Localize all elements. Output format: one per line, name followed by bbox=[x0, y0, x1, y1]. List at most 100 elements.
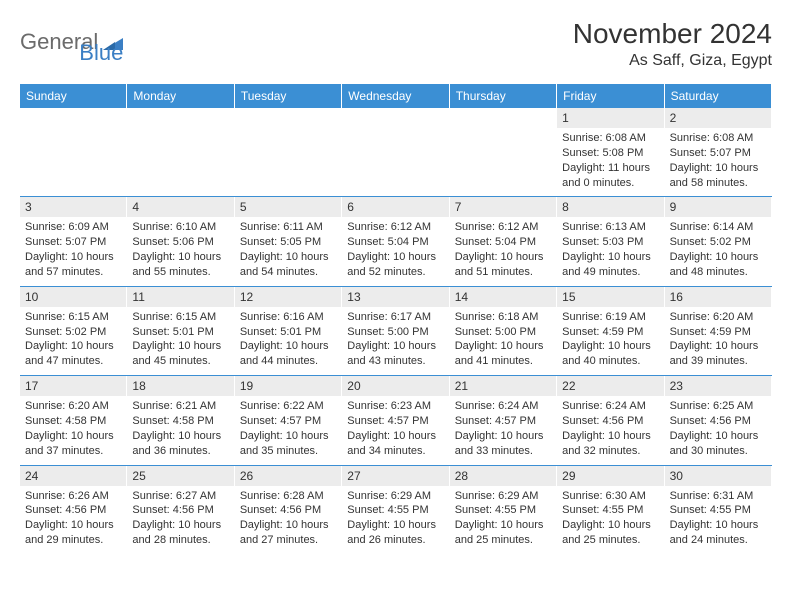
day-number: 25 bbox=[127, 466, 233, 486]
day-info: Sunrise: 6:11 AMSunset: 5:05 PMDaylight:… bbox=[235, 220, 341, 279]
day-number: 28 bbox=[450, 466, 556, 486]
day-number: 11 bbox=[127, 287, 233, 307]
weekday-header: Sunday bbox=[20, 84, 127, 108]
day-number: 2 bbox=[665, 108, 771, 128]
calendar-day: 16 Sunrise: 6:20 AMSunset: 4:59 PMDayligh… bbox=[665, 287, 772, 375]
calendar-day: 7 Sunrise: 6:12 AMSunset: 5:04 PMDaylight… bbox=[450, 197, 557, 285]
day-number: 6 bbox=[342, 197, 448, 217]
calendar-day: 8Sunrise: 6:13 AMSunset: 5:03 PMDaylight… bbox=[557, 197, 664, 285]
calendar-day: 11Sunrise: 6:15 AMSunset: 5:01 PMDayligh… bbox=[127, 287, 234, 375]
page-title: November 2024 bbox=[573, 18, 772, 50]
day-number: 26 bbox=[235, 466, 341, 486]
calendar-day: 3 Sunrise: 6:09 AMSunset: 5:07 PMDaylight… bbox=[20, 197, 127, 285]
calendar-day: 30 Sunrise: 6:31 AMSunset: 4:55 PMDayligh… bbox=[665, 466, 772, 554]
day-info: Sunrise: 6:18 AMSunset: 5:00 PMDaylight:… bbox=[450, 310, 556, 369]
day-number: 23 bbox=[665, 376, 771, 396]
day-number: 3 bbox=[20, 197, 126, 217]
weekday-header: Thursday bbox=[450, 84, 557, 108]
day-info: Sunrise: 6:31 AMSunset: 4:55 PMDaylight:… bbox=[665, 489, 771, 548]
calendar-day: 22 Sunrise: 6:24 AMSunset: 4:56 PMDayligh… bbox=[557, 376, 664, 464]
day-info: Sunrise: 6:08 AMSunset: 5:07 PMDaylight:… bbox=[665, 131, 771, 190]
calendar-day: 27 Sunrise: 6:29 AMSunset: 4:55 PMDayligh… bbox=[342, 466, 449, 554]
day-info: Sunrise: 6:25 AMSunset: 4:56 PMDaylight:… bbox=[665, 399, 771, 458]
day-number: 21 bbox=[450, 376, 556, 396]
calendar-day: 5 Sunrise: 6:11 AMSunset: 5:05 PMDaylight… bbox=[235, 197, 342, 285]
calendar-day: 19 Sunrise: 6:22 AMSunset: 4:57 PMDayligh… bbox=[235, 376, 342, 464]
day-number: 4 bbox=[127, 197, 233, 217]
day-info: Sunrise: 6:26 AMSunset: 4:56 PMDaylight:… bbox=[20, 489, 126, 548]
day-number: 18 bbox=[127, 376, 233, 396]
day-number: 14 bbox=[450, 287, 556, 307]
calendar-day: 1Sunrise: 6:08 AMSunset: 5:08 PMDaylight… bbox=[557, 108, 664, 196]
day-info: Sunrise: 6:14 AMSunset: 5:02 PMDaylight:… bbox=[665, 220, 771, 279]
day-number: 7 bbox=[450, 197, 556, 217]
day-info: Sunrise: 6:13 AMSunset: 5:03 PMDaylight:… bbox=[557, 220, 663, 279]
calendar-day: 26Sunrise: 6:28 AMSunset: 4:56 PMDayligh… bbox=[235, 466, 342, 554]
calendar-empty bbox=[20, 108, 127, 196]
calendar-day: 20Sunrise: 6:23 AMSunset: 4:57 PMDayligh… bbox=[342, 376, 449, 464]
day-number: 16 bbox=[665, 287, 771, 307]
day-info: Sunrise: 6:23 AMSunset: 4:57 PMDaylight:… bbox=[342, 399, 448, 458]
day-info: Sunrise: 6:29 AMSunset: 4:55 PMDaylight:… bbox=[450, 489, 556, 548]
weekday-header: Monday bbox=[127, 84, 234, 108]
calendar-day: 24 Sunrise: 6:26 AMSunset: 4:56 PMDayligh… bbox=[20, 466, 127, 554]
day-number: 27 bbox=[342, 466, 448, 486]
logo: General Blue bbox=[20, 18, 123, 66]
calendar-day: 12 Sunrise: 6:16 AMSunset: 5:01 PMDayligh… bbox=[235, 287, 342, 375]
calendar-day: 10 Sunrise: 6:15 AMSunset: 5:02 PMDayligh… bbox=[20, 287, 127, 375]
day-number: 19 bbox=[235, 376, 341, 396]
header-row: General Blue November 2024 As Saff, Giza… bbox=[20, 18, 772, 70]
day-number: 13 bbox=[342, 287, 448, 307]
calendar-day: 21 Sunrise: 6:24 AMSunset: 4:57 PMDayligh… bbox=[450, 376, 557, 464]
day-info: Sunrise: 6:20 AMSunset: 4:59 PMDaylight:… bbox=[665, 310, 771, 369]
calendar-empty bbox=[127, 108, 234, 196]
calendar-day: 23 Sunrise: 6:25 AMSunset: 4:56 PMDayligh… bbox=[665, 376, 772, 464]
calendar-empty bbox=[342, 108, 449, 196]
calendar-day: 9 Sunrise: 6:14 AMSunset: 5:02 PMDaylight… bbox=[665, 197, 772, 285]
day-info: Sunrise: 6:20 AMSunset: 4:58 PMDaylight:… bbox=[20, 399, 126, 458]
day-number: 1 bbox=[557, 108, 663, 128]
calendar-day: 14 Sunrise: 6:18 AMSunset: 5:00 PMDayligh… bbox=[450, 287, 557, 375]
day-info: Sunrise: 6:24 AMSunset: 4:56 PMDaylight:… bbox=[557, 399, 663, 458]
calendar-day: 15Sunrise: 6:19 AMSunset: 4:59 PMDayligh… bbox=[557, 287, 664, 375]
day-info: Sunrise: 6:24 AMSunset: 4:57 PMDaylight:… bbox=[450, 399, 556, 458]
day-number: 15 bbox=[557, 287, 663, 307]
day-info: Sunrise: 6:29 AMSunset: 4:55 PMDaylight:… bbox=[342, 489, 448, 548]
day-info: Sunrise: 6:09 AMSunset: 5:07 PMDaylight:… bbox=[20, 220, 126, 279]
calendar-day: 18 Sunrise: 6:21 AMSunset: 4:58 PMDayligh… bbox=[127, 376, 234, 464]
day-info: Sunrise: 6:27 AMSunset: 4:56 PMDaylight:… bbox=[127, 489, 233, 548]
calendar-day: 17Sunrise: 6:20 AMSunset: 4:58 PMDayligh… bbox=[20, 376, 127, 464]
day-info: Sunrise: 6:12 AMSunset: 5:04 PMDaylight:… bbox=[342, 220, 448, 279]
day-info: Sunrise: 6:15 AMSunset: 5:02 PMDaylight:… bbox=[20, 310, 126, 369]
calendar-day: 29 Sunrise: 6:30 AMSunset: 4:55 PMDayligh… bbox=[557, 466, 664, 554]
calendar-day: 6 Sunrise: 6:12 AMSunset: 5:04 PMDaylight… bbox=[342, 197, 449, 285]
day-number: 9 bbox=[665, 197, 771, 217]
day-info: Sunrise: 6:21 AMSunset: 4:58 PMDaylight:… bbox=[127, 399, 233, 458]
calendar-day: 28 Sunrise: 6:29 AMSunset: 4:55 PMDayligh… bbox=[450, 466, 557, 554]
location-label: As Saff, Giza, Egypt bbox=[573, 52, 772, 70]
weekday-header: Tuesday bbox=[235, 84, 342, 108]
day-info: Sunrise: 6:16 AMSunset: 5:01 PMDaylight:… bbox=[235, 310, 341, 369]
day-number: 22 bbox=[557, 376, 663, 396]
calendar-day: 13 Sunrise: 6:17 AMSunset: 5:00 PMDayligh… bbox=[342, 287, 449, 375]
day-number: 24 bbox=[20, 466, 126, 486]
day-number: 12 bbox=[235, 287, 341, 307]
day-info: Sunrise: 6:12 AMSunset: 5:04 PMDaylight:… bbox=[450, 220, 556, 279]
day-number: 10 bbox=[20, 287, 126, 307]
day-number: 5 bbox=[235, 197, 341, 217]
logo-word2: Blue bbox=[79, 40, 123, 66]
day-info: Sunrise: 6:17 AMSunset: 5:00 PMDaylight:… bbox=[342, 310, 448, 369]
calendar-day: 25 Sunrise: 6:27 AMSunset: 4:56 PMDayligh… bbox=[127, 466, 234, 554]
calendar-empty bbox=[235, 108, 342, 196]
calendar-day: 4 Sunrise: 6:10 AMSunset: 5:06 PMDaylight… bbox=[127, 197, 234, 285]
weekday-header: Wednesday bbox=[342, 84, 449, 108]
day-number: 30 bbox=[665, 466, 771, 486]
weekday-header: Saturday bbox=[665, 84, 772, 108]
day-info: Sunrise: 6:22 AMSunset: 4:57 PMDaylight:… bbox=[235, 399, 341, 458]
title-block: November 2024 As Saff, Giza, Egypt bbox=[573, 18, 772, 70]
day-info: Sunrise: 6:30 AMSunset: 4:55 PMDaylight:… bbox=[557, 489, 663, 548]
day-info: Sunrise: 6:10 AMSunset: 5:06 PMDaylight:… bbox=[127, 220, 233, 279]
day-number: 29 bbox=[557, 466, 663, 486]
calendar-day: 2 Sunrise: 6:08 AMSunset: 5:07 PMDaylight… bbox=[665, 108, 772, 196]
calendar-empty bbox=[450, 108, 557, 196]
